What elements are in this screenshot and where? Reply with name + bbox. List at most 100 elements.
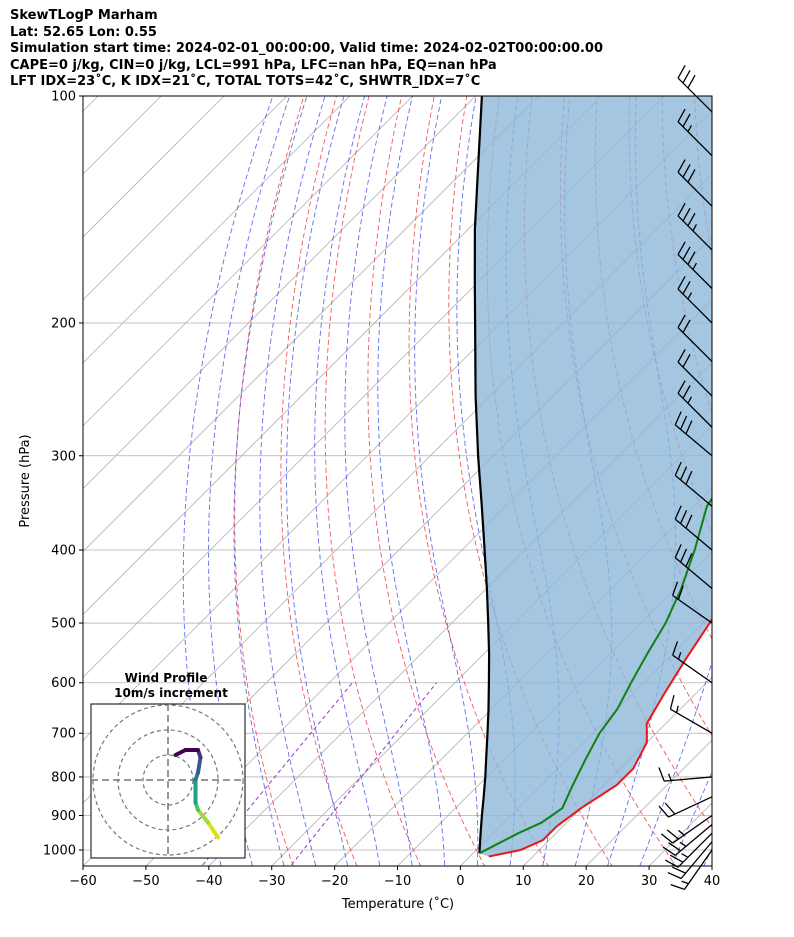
barb-half [675, 705, 679, 713]
barb-shaft [674, 557, 713, 590]
x-tick-label: −10 [384, 874, 411, 889]
barb-flag [677, 64, 686, 79]
moist-adiabat [671, 770, 712, 866]
barb-flag [662, 846, 676, 856]
y-tick-label: 1000 [43, 844, 76, 859]
barb-flag [685, 420, 693, 435]
wind-barb [677, 202, 713, 251]
barb-half [681, 853, 689, 858]
wind-barbs [658, 64, 713, 890]
barb-flag [669, 694, 675, 710]
barb-flag [677, 108, 686, 123]
barb-flag [682, 246, 691, 260]
y-tick-label: 800 [51, 770, 76, 785]
y-tick-label: 300 [51, 449, 76, 464]
wind-barb [677, 349, 713, 397]
barb-half [679, 841, 687, 847]
x-tick-label: 30 [641, 874, 658, 889]
hodograph-segment [196, 808, 210, 825]
isotherm [83, 96, 414, 427]
x-tick-label: −20 [321, 874, 348, 889]
isotherm [83, 96, 540, 553]
dewpoint-line [478, 496, 712, 855]
barb-flag [672, 581, 679, 596]
simulation-times: Simulation start time: 2024-02-01_00:00:… [10, 41, 603, 56]
barb-flag [677, 275, 686, 290]
moist-adiabat [344, 96, 413, 866]
barb-flag [658, 767, 665, 782]
barb-shaft [672, 814, 713, 844]
barb-flag [682, 354, 691, 368]
hodograph-inset: Wind Profile 10m/s increment [90, 671, 246, 859]
wind-barb [677, 275, 713, 324]
hodograph-segment [206, 820, 220, 840]
barb-flag [664, 802, 676, 815]
barb-flag [682, 113, 691, 128]
barb-flag [668, 842, 681, 852]
barb-half [667, 773, 672, 781]
barb-flag [687, 74, 696, 89]
x-tick-label: 10 [515, 874, 532, 889]
barb-flag [658, 805, 669, 818]
barb-flag [674, 411, 682, 426]
barb-flag [682, 385, 691, 399]
wind-barb [667, 841, 713, 880]
isotherm [760, 79, 794, 881]
barb-flag [682, 280, 691, 295]
parcel-profile-line [473, 96, 491, 854]
barb-flag [677, 159, 686, 173]
dry-adiabat [280, 96, 358, 866]
y-axis-label: Pressure (hPa) [18, 434, 33, 527]
barb-flag [682, 164, 691, 178]
dry-adiabat [760, 96, 794, 881]
x-tick-label: −60 [69, 874, 96, 889]
wind-barb [677, 108, 713, 157]
y-tick-label: 900 [51, 809, 76, 824]
wind-barb [674, 411, 713, 457]
wind-barb [677, 159, 713, 207]
wind-barb [677, 241, 713, 289]
barb-half [677, 652, 682, 660]
x-tick-label: −30 [258, 874, 285, 889]
barb-half [687, 292, 693, 300]
barb-flag [679, 548, 688, 563]
station-title: SkewTLogP Marham [10, 8, 158, 23]
barb-flag [669, 854, 684, 863]
barb-shaft [677, 121, 713, 157]
x-tick-label: 20 [578, 874, 595, 889]
barb-flag [670, 883, 685, 890]
barb-shaft [668, 796, 713, 818]
barb-shaft [680, 841, 713, 879]
dry-adiabat [234, 96, 305, 866]
temperature-line [488, 617, 712, 858]
moist-adiabat [259, 96, 326, 866]
wind-barb [674, 505, 713, 551]
wind-barb [660, 814, 713, 844]
wind-barb [674, 461, 713, 507]
barb-shaft [674, 518, 713, 551]
wind-barb [672, 641, 713, 684]
barb-flag [685, 514, 693, 529]
isotherm [585, 739, 712, 866]
barb-flag [674, 505, 682, 520]
barb-shaft [677, 171, 713, 207]
barb-flag [674, 461, 682, 476]
moist-adiabat [639, 660, 712, 866]
barb-shaft [677, 327, 713, 363]
barb-flag [677, 380, 686, 394]
plot-area [83, 79, 794, 881]
wind-barb [670, 849, 713, 890]
dry-adiabat [324, 96, 422, 866]
barb-shaft [677, 215, 713, 251]
wind-barb [677, 314, 713, 363]
hodograph-segment [173, 748, 188, 757]
barb-shaft [677, 77, 713, 113]
wind-barb [658, 796, 713, 818]
moist-adiabat [208, 96, 291, 866]
barb-flag [687, 251, 696, 265]
barb-flag [679, 510, 688, 524]
barb-shaft [677, 361, 713, 397]
isotherm [334, 488, 712, 866]
barb-shaft [683, 849, 713, 890]
